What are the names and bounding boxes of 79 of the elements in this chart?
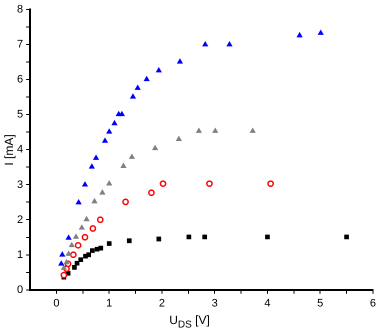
point: [93, 155, 99, 160]
y-tick-label: 3: [16, 178, 24, 191]
y-tick-label: 7: [16, 38, 24, 51]
point: [64, 259, 70, 264]
y-tick-label: 5: [16, 108, 24, 121]
point: [126, 238, 132, 244]
point: [144, 76, 150, 82]
point: [226, 42, 232, 46]
x-tick-label: 6: [370, 297, 376, 310]
point: [206, 180, 213, 188]
point: [156, 236, 162, 242]
point: [78, 257, 84, 262]
point: [90, 225, 96, 232]
point: [129, 154, 135, 159]
y-tick-label: 6: [16, 74, 24, 86]
point: [176, 136, 182, 141]
x-tick-label: 5: [317, 297, 324, 310]
point: [84, 216, 90, 222]
x-tick-label: 4: [264, 297, 271, 310]
point: [60, 252, 66, 257]
point: [106, 241, 112, 246]
point: [82, 234, 88, 241]
point: [267, 180, 274, 188]
point: [66, 250, 72, 256]
point: [69, 242, 75, 248]
point: [318, 30, 324, 35]
point: [119, 111, 125, 116]
point: [156, 67, 162, 72]
point: [134, 84, 140, 90]
point: [196, 128, 202, 133]
y-tick-label: 1: [16, 248, 24, 261]
point: [160, 180, 166, 188]
point: [102, 138, 108, 143]
point: [106, 128, 112, 134]
point: [98, 246, 104, 250]
point: [74, 242, 82, 249]
point: [212, 128, 218, 133]
point: [122, 198, 129, 206]
point: [58, 260, 64, 266]
point: [72, 265, 77, 270]
point: [130, 94, 136, 99]
x-axis-title: U$_{DS}$ [V]: [168, 313, 211, 330]
point: [74, 260, 80, 266]
y-tick-label: 0: [16, 284, 24, 296]
point: [60, 272, 68, 278]
y-tick-label: 2: [16, 214, 24, 226]
point: [92, 198, 98, 204]
y-axis-title: I [mA]: [2, 134, 16, 166]
x-tick-label: 1: [106, 297, 112, 310]
point: [177, 58, 183, 64]
point: [186, 234, 192, 240]
point: [61, 264, 67, 270]
x-tick-label: 0: [53, 297, 60, 310]
point: [73, 234, 79, 239]
point: [202, 42, 208, 46]
point: [152, 145, 158, 150]
point: [90, 248, 95, 253]
point: [250, 128, 256, 133]
point: [89, 164, 95, 169]
point: [148, 189, 155, 196]
y-tick-label: 8: [16, 4, 24, 16]
point: [79, 224, 85, 230]
point: [112, 120, 118, 126]
y-tick-label: 4: [16, 144, 24, 156]
point: [96, 216, 104, 224]
x-tick-label: 3: [212, 297, 218, 310]
point: [66, 234, 72, 240]
point: [120, 163, 126, 168]
point: [82, 182, 88, 187]
point: [265, 234, 270, 240]
x-tick-label: 2: [158, 297, 166, 310]
point: [296, 32, 302, 38]
point: [106, 180, 112, 186]
point: [100, 190, 106, 195]
point: [70, 251, 77, 258]
point: [76, 199, 82, 204]
point: [86, 252, 91, 258]
point: [202, 234, 208, 240]
point: [344, 234, 349, 240]
